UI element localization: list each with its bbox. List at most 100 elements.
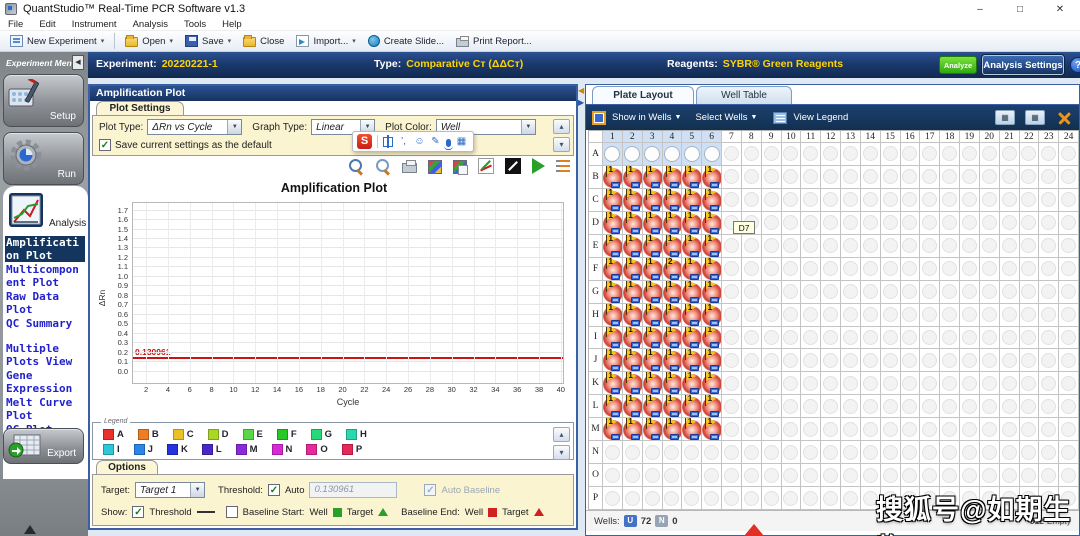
plate-well-B2[interactable]: 1 <box>622 165 643 189</box>
plate-well-H10[interactable] <box>781 303 802 327</box>
plate-well-G23[interactable] <box>1039 280 1060 304</box>
plate-well-G9[interactable] <box>761 280 782 304</box>
plate-column-header-3[interactable]: 3 <box>642 131 663 143</box>
plate-well-P21[interactable] <box>999 487 1020 510</box>
plate-well-I14[interactable] <box>860 326 881 350</box>
plate-well-E2[interactable]: 1 <box>622 234 643 258</box>
plate-well-B8[interactable] <box>741 165 762 189</box>
plate-well-P2[interactable] <box>622 487 643 510</box>
plate-well-K8[interactable] <box>741 372 762 396</box>
plate-well-A8[interactable] <box>741 143 762 166</box>
plate-well-J1[interactable]: 1 <box>603 349 623 373</box>
plate-well-H2[interactable]: 1 <box>622 303 643 327</box>
plate-well-D13[interactable] <box>841 211 861 235</box>
plate-well-M5[interactable]: 1 <box>682 418 703 442</box>
plate-well-A23[interactable] <box>1039 143 1060 166</box>
plate-well-M2[interactable]: 1 <box>622 418 643 442</box>
plate-well-J2[interactable]: 1 <box>622 349 643 373</box>
plate-well-G15[interactable] <box>880 280 901 304</box>
plate-well-A13[interactable] <box>841 143 861 166</box>
plate-well-C9[interactable] <box>761 188 782 212</box>
plate-well-O15[interactable] <box>880 464 901 488</box>
plate-well-O22[interactable] <box>1019 464 1040 488</box>
plate-well-H5[interactable]: 1 <box>682 303 703 327</box>
plate-well-H11[interactable] <box>801 303 822 327</box>
plate-well-M4[interactable]: 1 <box>662 418 683 442</box>
plate-well-E18[interactable] <box>940 234 960 258</box>
plate-well-I19[interactable] <box>960 326 980 350</box>
plate-well-E1[interactable]: 1 <box>603 234 623 258</box>
plate-well-A6[interactable] <box>702 143 722 166</box>
plate-well-P23[interactable] <box>1039 487 1060 510</box>
plate-well-E21[interactable] <box>999 234 1020 258</box>
plate-well-J5[interactable]: 1 <box>682 349 703 373</box>
plate-well-J13[interactable] <box>841 349 861 373</box>
plate-well-N18[interactable] <box>940 441 960 465</box>
plate-well-N23[interactable] <box>1039 441 1060 465</box>
plate-well-L23[interactable] <box>1039 395 1060 419</box>
plate-well-K13[interactable] <box>841 372 861 396</box>
plate-well-D14[interactable] <box>860 211 881 235</box>
punctuation-icon[interactable]: ’, <box>401 136 406 147</box>
plate-well-P12[interactable] <box>821 487 841 510</box>
plate-row-header-J[interactable]: J <box>589 349 603 373</box>
plate-well-B13[interactable] <box>841 165 861 189</box>
plate-well-B20[interactable] <box>979 165 1000 189</box>
scroll-down-icon[interactable] <box>553 137 570 152</box>
plate-well-E17[interactable] <box>920 234 941 258</box>
plate-well-E22[interactable] <box>1019 234 1040 258</box>
plate-well-D15[interactable] <box>880 211 901 235</box>
plate-well-L17[interactable] <box>920 395 941 419</box>
resize-wells-icon[interactable] <box>1055 109 1073 127</box>
plate-well-H20[interactable] <box>979 303 1000 327</box>
plate-well-C21[interactable] <box>999 188 1020 212</box>
plate-well-K6[interactable]: 1 <box>702 372 722 396</box>
plate-column-header-23[interactable]: 23 <box>1039 131 1060 143</box>
plate-well-F15[interactable] <box>880 257 901 281</box>
plate-column-header-4[interactable]: 4 <box>662 131 683 143</box>
plate-well-D22[interactable] <box>1019 211 1040 235</box>
show-baseline-checkbox[interactable] <box>225 506 238 518</box>
toolbar-button-create-slide[interactable]: Create Slide... <box>362 32 450 50</box>
plate-well-K10[interactable] <box>781 372 802 396</box>
plate-column-header-2[interactable]: 2 <box>622 131 643 143</box>
plate-well-O12[interactable] <box>821 464 841 488</box>
plate-well-D20[interactable] <box>979 211 1000 235</box>
plate-well-F5[interactable]: 1 <box>682 257 703 281</box>
plate-well-N19[interactable] <box>960 441 980 465</box>
plate-well-M15[interactable] <box>880 418 901 442</box>
plate-well-G16[interactable] <box>900 280 921 304</box>
plate-well-O6[interactable] <box>702 464 722 488</box>
plate-well-L2[interactable]: 1 <box>622 395 643 419</box>
plate-well-G22[interactable] <box>1019 280 1040 304</box>
plate-well-J21[interactable] <box>999 349 1020 373</box>
plate-well-F13[interactable] <box>841 257 861 281</box>
plate-well-K12[interactable] <box>821 372 841 396</box>
plate-well-N5[interactable] <box>682 441 703 465</box>
plate-well-B12[interactable] <box>821 165 841 189</box>
plate-well-K17[interactable] <box>920 372 941 396</box>
plate-column-header-7[interactable]: 7 <box>722 131 742 143</box>
plate-column-header-9[interactable]: 9 <box>761 131 782 143</box>
plate-well-L8[interactable] <box>741 395 762 419</box>
plate-well-G1[interactable]: 1 <box>603 280 623 304</box>
plate-well-M24[interactable] <box>1059 418 1079 442</box>
minimize-button[interactable]: – <box>977 3 983 15</box>
chinese-input-icon[interactable] <box>383 134 393 148</box>
auto-baseline-checkbox[interactable] <box>424 484 437 496</box>
plate-well-D2[interactable]: 1 <box>622 211 643 235</box>
tab-plate-layout[interactable]: Plate Layout <box>592 86 694 104</box>
plate-well-N24[interactable] <box>1059 441 1079 465</box>
plate-well-L5[interactable]: 1 <box>682 395 703 419</box>
plate-well-J6[interactable]: 1 <box>702 349 722 373</box>
zoom-out-icon[interactable] <box>375 158 391 174</box>
plate-well-K16[interactable] <box>900 372 921 396</box>
sidebar-nav-qc-summary[interactable]: QC Summary <box>6 317 73 330</box>
plate-well-E9[interactable] <box>761 234 782 258</box>
plate-well-C4[interactable]: 1 <box>662 188 683 212</box>
plate-well-D5[interactable]: 1 <box>682 211 703 235</box>
plate-well-E11[interactable] <box>801 234 822 258</box>
plate-row-header-A[interactable]: A <box>589 143 603 166</box>
plate-well-H15[interactable] <box>880 303 901 327</box>
plate-well-M8[interactable] <box>741 418 762 442</box>
